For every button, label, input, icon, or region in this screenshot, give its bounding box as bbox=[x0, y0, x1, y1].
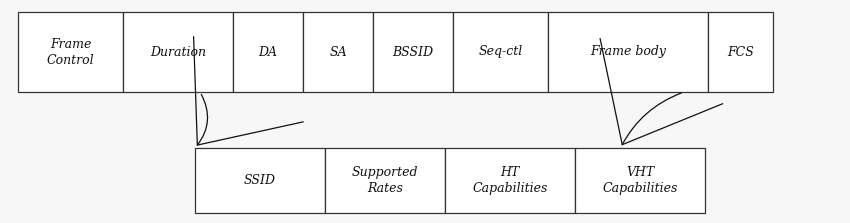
Bar bbox=[325, 148, 445, 213]
Text: Seq-ctl: Seq-ctl bbox=[479, 45, 523, 58]
Text: SA: SA bbox=[329, 45, 347, 58]
Text: Frame
Control: Frame Control bbox=[47, 37, 94, 66]
Text: DA: DA bbox=[258, 45, 277, 58]
Text: BSSID: BSSID bbox=[393, 45, 434, 58]
Bar bbox=[233, 12, 303, 92]
Text: HT
Capabilities: HT Capabilities bbox=[473, 166, 547, 195]
Bar bbox=[303, 12, 373, 92]
Bar bbox=[195, 148, 325, 213]
Bar bbox=[373, 12, 453, 92]
Bar bbox=[453, 12, 548, 92]
Text: FCS: FCS bbox=[727, 45, 754, 58]
Text: Frame body: Frame body bbox=[590, 45, 666, 58]
Bar bbox=[548, 12, 708, 92]
Bar bbox=[445, 148, 575, 213]
Bar bbox=[575, 148, 705, 213]
Text: SSID: SSID bbox=[244, 174, 276, 187]
Text: VHT
Capabilities: VHT Capabilities bbox=[603, 166, 677, 195]
Text: Supported
Rates: Supported Rates bbox=[352, 166, 418, 195]
Bar bbox=[123, 12, 233, 92]
Bar bbox=[18, 12, 123, 92]
Text: Duration: Duration bbox=[150, 45, 206, 58]
Bar bbox=[708, 12, 773, 92]
